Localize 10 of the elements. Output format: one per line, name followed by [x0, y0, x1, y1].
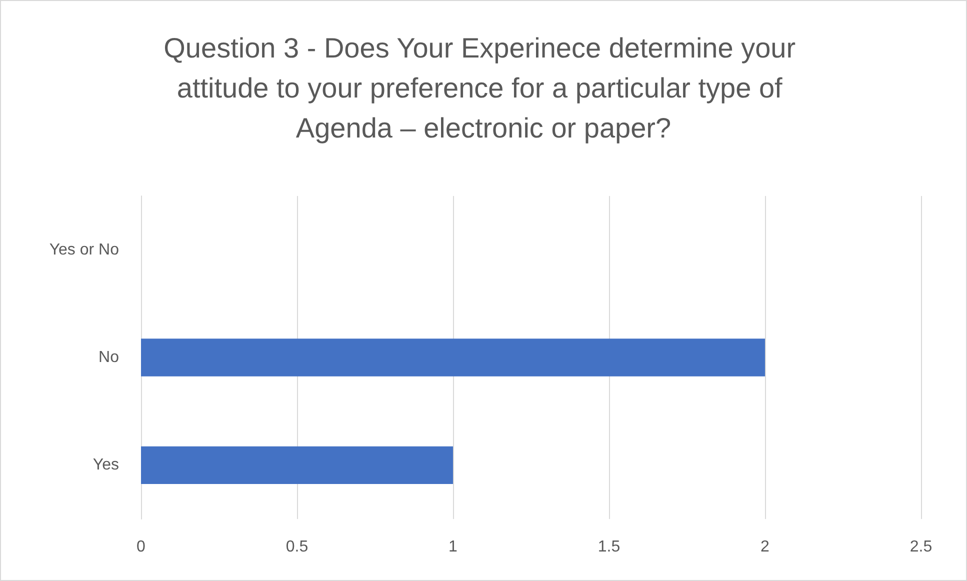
- y-tick-label: Yes or No: [49, 241, 120, 258]
- x-tick-label: 0: [136, 538, 146, 556]
- y-tick-label: Yes: [92, 456, 119, 474]
- y-tick-label: No: [98, 349, 120, 366]
- x-tick-label: 2: [760, 538, 770, 556]
- x-tick-label: 2.5: [910, 538, 932, 556]
- x-tick-label: 0.5: [286, 538, 308, 556]
- x-tick-label: 1: [448, 538, 458, 556]
- chart-title: Question 3 - Does Your Experinece determine your attitude to your preference for a particular type of Agenda – electronic or paper?: [164, 32, 804, 144]
- x-tick-label: 1.5: [598, 538, 620, 556]
